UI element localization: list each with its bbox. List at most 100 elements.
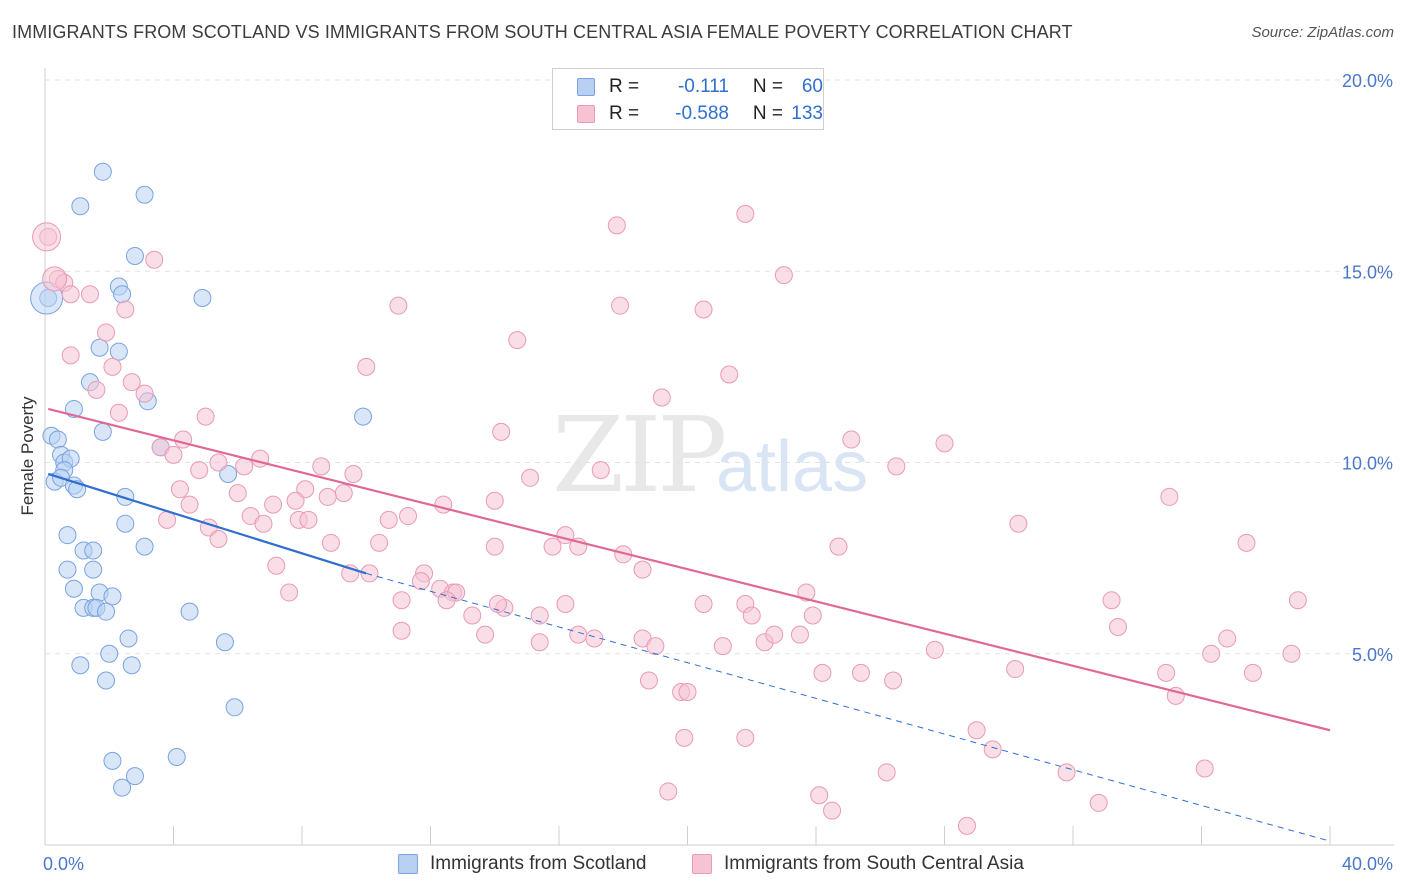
data-point-sca [851,663,870,682]
data-point-scotland [97,602,116,621]
data-point-sca [1089,793,1108,812]
y-tick-labels: 5.0% 10.0% 15.0% 20.0% 0.0% 40.0% [43,71,1393,874]
data-point-sca [492,422,511,441]
correlation-legend: R = -0.111 N = 60 R = -0.588 N = 133 [552,68,824,130]
data-point-scotland [135,185,154,204]
data-point-sca [543,537,562,556]
data-point-sca [360,564,379,583]
data-point-sca-large [32,222,62,252]
data-point-sca [1202,644,1221,663]
data-point-scotland [93,422,112,441]
data-point-sca [810,786,829,805]
data-point-sca [209,530,228,548]
legend-row-sca: R = -0.588 N = 133 [577,102,823,126]
bottom-legend-sca: Immigrants from South Central Asia [692,851,1024,877]
data-point-sca [823,801,842,820]
source-label: Source: ZipAtlas.com [1251,24,1394,41]
legend-swatch-scotland [577,78,595,96]
data-point-sca [321,533,340,552]
grid-lines [45,79,1394,655]
data-point-scotland [93,162,112,181]
data-point-scotland [103,587,122,606]
series-scotland-points [30,162,373,797]
data-point-scotland [109,342,128,361]
data-point-sca [1288,591,1307,610]
data-point-sca [652,388,671,407]
data-point-scotland [84,541,103,560]
data-point-sca [389,296,408,315]
legend-n-label: N = [752,103,783,124]
data-point-sca [607,216,626,235]
data-point-sca [508,331,527,350]
data-point-sca [556,595,575,614]
data-point-sca [1160,487,1179,506]
legend-n-label: N = [752,76,783,97]
bottom-legend-swatch-sca [692,854,712,874]
legend-swatch-sca [577,105,595,123]
bottom-legend-swatch-scotland [398,854,418,874]
data-point-scotland [219,464,238,483]
data-point-sca [392,621,411,640]
data-point-sca [61,346,80,365]
bottom-legend-label-sca: Immigrants from South Central Asia [724,853,1024,874]
data-point-sca [569,625,588,644]
legend-n-value: 133 [791,103,823,124]
data-point-sca [877,763,896,782]
data-point-sca [813,663,832,682]
y-tick-label: 10.0% [1342,454,1393,474]
data-point-scotland [113,778,132,797]
bottom-legend-label-scotland: Immigrants from Scotland [430,853,647,874]
data-point-sca [790,625,809,644]
data-point-sca [254,514,273,533]
legend-r-value: -0.588 [675,103,729,124]
data-point-sca-large [42,266,68,292]
data-point-scotland [71,656,90,675]
data-point-sca [765,625,784,644]
data-point-sca [935,434,954,453]
data-point-sca [774,266,793,285]
data-point-sca [164,445,183,464]
data-point-sca [1108,617,1127,636]
data-point-sca [97,323,116,342]
data-point-sca [485,537,504,556]
data-point-sca [887,457,906,476]
data-point-sca [1243,663,1262,682]
data-point-scotland [48,430,67,449]
data-point-sca [411,572,430,591]
legend-row-scotland: R = -0.111 N = 60 [577,75,823,99]
data-point-sca [829,537,848,556]
data-point-sca [530,606,549,625]
data-point-sca [312,457,331,476]
data-point-sca [694,300,713,319]
data-point-sca [967,721,986,740]
data-point-scotland [58,560,77,579]
legend-r-label: R = [609,103,640,124]
data-point-sca [116,300,135,319]
data-point-sca [299,510,318,529]
data-point-sca [286,491,305,510]
data-point-sca [694,595,713,614]
data-point-sca [488,595,507,614]
data-point-scotland [180,602,199,621]
data-point-sca [370,533,389,552]
data-point-sca [1009,514,1028,533]
data-point-sca [267,556,286,575]
data-point-sca [884,671,903,690]
data-point-scotland [71,197,90,216]
data-point-sca [1195,759,1214,778]
data-point-sca [296,480,315,499]
data-point-sca [61,285,80,304]
legend-n-value: 60 [801,76,823,97]
watermark-zip: ZIP [552,394,727,516]
data-point-sca [87,380,106,399]
data-point-scotland [113,285,132,304]
data-point-sca [357,357,376,376]
data-point-sca [437,591,456,610]
y-tick-label: 15.0% [1342,262,1393,282]
data-point-sca [379,510,398,529]
data-point-sca [109,403,128,422]
data-point-scotland [125,767,144,786]
data-point-scotland [84,560,103,579]
chart-title: IMMIGRANTS FROM SCOTLAND VS IMMIGRANTS F… [12,22,1073,42]
